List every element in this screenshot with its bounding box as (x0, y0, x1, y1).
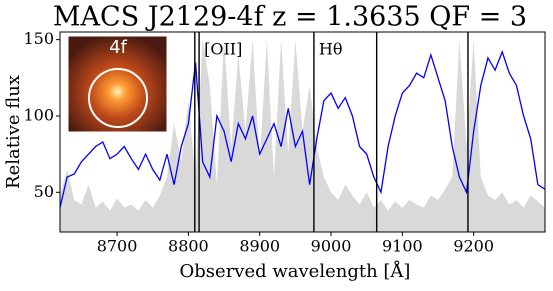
plot-area (60, 39, 545, 232)
inset-label: 4f (109, 37, 127, 58)
line-annotation: [OII] (204, 40, 242, 59)
x-axis-label: Observed wavelength [Å] (180, 260, 411, 282)
x-tick-label: 8700 (97, 237, 138, 256)
plot-frame (59, 31, 546, 233)
inset-aperture (88, 68, 148, 128)
y-tick-label: 150 (23, 29, 54, 48)
y-tick-label: 100 (23, 105, 54, 124)
x-tick-label: 9200 (453, 237, 494, 256)
y-tick-label: 50 (34, 182, 54, 201)
x-tick-label: 8800 (168, 237, 209, 256)
inset-image (67, 35, 168, 133)
chart-title: MACS J2129-4f z = 1.3635 QF = 3 (53, 2, 527, 33)
x-tick-label: 9000 (311, 237, 352, 256)
x-tick-label: 9100 (382, 237, 423, 256)
y-axis-label: Relative flux (3, 75, 24, 189)
line-annotation: Hθ (319, 40, 343, 59)
spectrum-line (60, 49, 545, 208)
x-tick-label: 8900 (239, 237, 280, 256)
